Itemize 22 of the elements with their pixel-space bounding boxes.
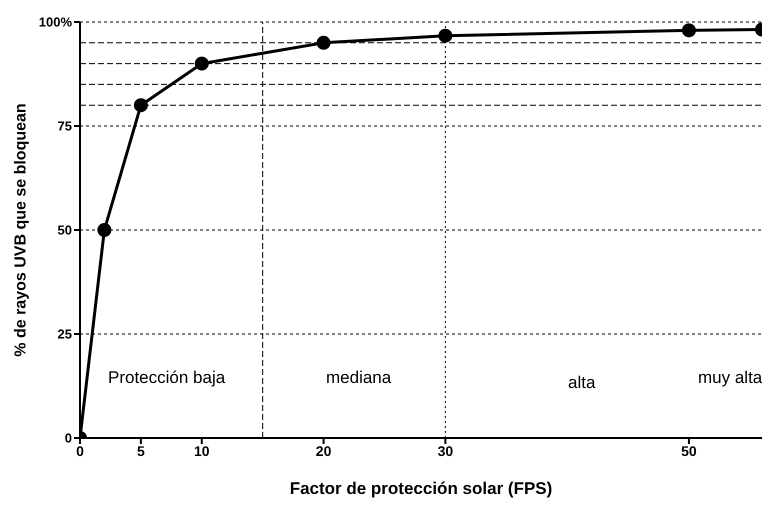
x-tick-label: 20 [316, 442, 332, 459]
point [134, 98, 148, 112]
annotation: mediana [326, 368, 392, 387]
x-tick-label: 10 [194, 442, 210, 459]
x-tick-label: 0 [76, 442, 84, 459]
annotation: Protección baja [108, 368, 226, 387]
y-tick-label: 25 [58, 326, 72, 342]
x-tick-label: 30 [438, 442, 454, 459]
y-axis-title: % de rayos UVB que se bloquean [12, 103, 30, 357]
annotation: alta [568, 373, 596, 392]
point [682, 23, 696, 38]
point [438, 28, 452, 43]
y-tick-label: 100% [38, 14, 72, 30]
x-axis-title: Factor de protección solar (FPS) [290, 479, 552, 498]
point [316, 36, 331, 50]
y-tick-label: 0 [64, 430, 72, 446]
point [194, 56, 209, 71]
y-tick-label: 75 [58, 118, 72, 134]
annotation: muy alta [698, 368, 763, 387]
y-tick-label: 50 [58, 222, 72, 238]
x-tick-label: 50 [681, 442, 697, 459]
x-tick-label: 5 [136, 442, 145, 459]
